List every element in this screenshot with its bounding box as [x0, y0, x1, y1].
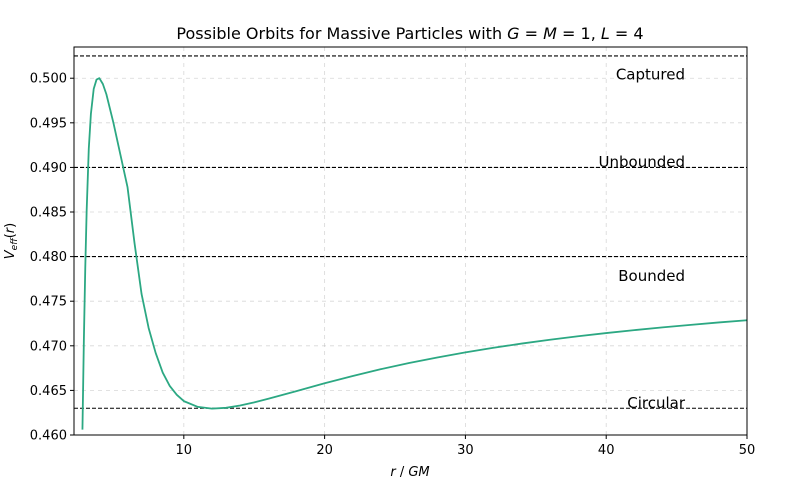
y-tick-label: 0.485 [30, 206, 67, 221]
y-tick-label: 0.490 [30, 161, 67, 176]
y-tick-label: 0.470 [30, 339, 67, 354]
x-tick-label: 50 [739, 443, 756, 458]
plot-frame [73, 46, 748, 436]
y-axis-ticks: 0.460 0.465 0.470 0.475 0.480 0.485 0.490 0.495… [30, 72, 74, 444]
x-tick-label: 30 [457, 443, 474, 458]
level-label-captured: Captured [616, 66, 685, 84]
level-label-bounded: Bounded [618, 267, 685, 285]
effective-potential-curve [81, 77, 748, 430]
x-axis-ticks: 10 20 30 40 50 [176, 435, 756, 458]
y-tick-label: 0.460 [30, 429, 67, 444]
y-tick-label: 0.475 [30, 295, 67, 310]
y-tick-label: 0.500 [30, 72, 67, 87]
series-layer [81, 77, 748, 430]
orbit-level-lines [74, 55, 747, 409]
chart-title: Possible Orbits for Massive Particles wi… [176, 24, 643, 43]
x-axis-label: r / GM [390, 465, 429, 480]
y-tick-label: 0.480 [30, 250, 67, 265]
y-tick-label: 0.465 [30, 384, 67, 399]
level-labels: Captured Unbounded Bounded Circular [599, 66, 686, 412]
x-tick-label: 20 [316, 443, 333, 458]
y-tick-label: 0.495 [30, 116, 67, 131]
x-tick-label: 40 [598, 443, 615, 458]
x-tick-label: 10 [176, 443, 193, 458]
level-label-unbounded: Unbounded [599, 153, 685, 171]
y-axis-label: Veff(r) [3, 223, 20, 259]
level-label-circular: Circular [627, 394, 686, 412]
